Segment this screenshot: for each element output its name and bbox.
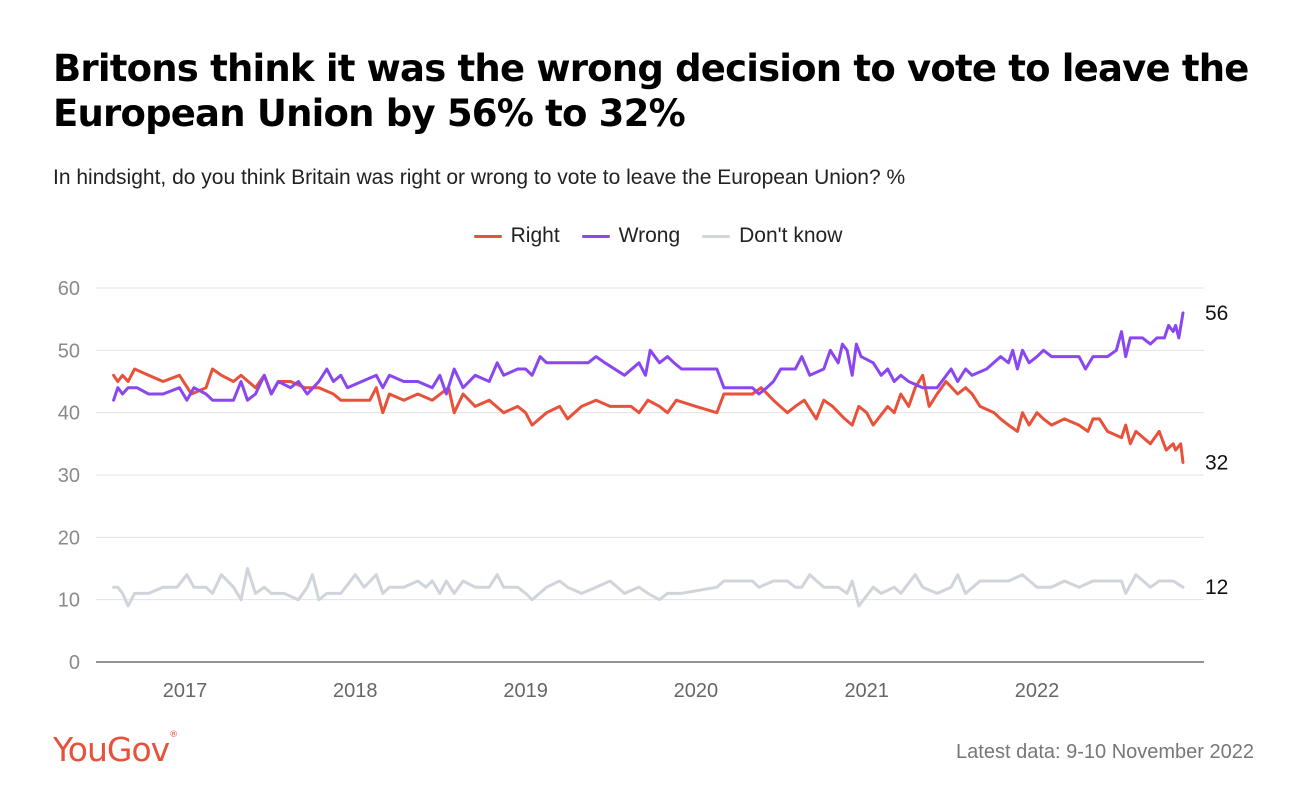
end-label-dont-know: 12 (1205, 576, 1228, 599)
x-tick-label: 2020 (674, 680, 719, 702)
legend-swatch-wrong (581, 234, 610, 238)
legend-swatch-dont-know (702, 234, 731, 238)
end-label-right: 32 (1205, 452, 1228, 475)
y-tick-label: 40 (58, 403, 80, 425)
x-tick-label: 2017 (163, 680, 208, 702)
legend-item-wrong: Wrong (581, 224, 681, 248)
latest-data-note: Latest data: 9-10 November 2022 (956, 741, 1254, 763)
y-tick-label: 30 (58, 465, 80, 487)
legend-label-right: Right (510, 224, 560, 247)
y-tick-label: 10 (58, 590, 80, 612)
x-tick-label: 2019 (503, 680, 548, 702)
chart-subtitle: In hindsight, do you think Britain was r… (53, 166, 906, 189)
chart-title: Britons think it was the wrong decision … (53, 47, 1249, 135)
x-tick-label: 2021 (844, 680, 889, 702)
y-tick-label: 0 (69, 652, 80, 674)
chart-legend: Right Wrong Don't know (0, 224, 1316, 248)
y-tick-label: 20 (58, 527, 80, 549)
y-tick-label: 50 (58, 340, 80, 362)
legend-swatch-right (473, 234, 502, 238)
y-tick-label: 60 (58, 278, 80, 300)
series-line-right (112, 367, 1185, 464)
logo-registered-mark: ® (169, 730, 179, 740)
logo-text: YouGov (53, 730, 170, 769)
series-line-wrong (112, 311, 1185, 402)
x-tick-label: 2022 (1015, 680, 1060, 702)
legend-label-wrong: Wrong (618, 224, 681, 247)
legend-label-dont-know: Don't know (739, 224, 843, 247)
yougov-logo: YouGov® (53, 730, 178, 769)
series-line-dont-know (112, 567, 1185, 608)
x-tick-label: 2018 (333, 680, 378, 702)
end-label-wrong: 56 (1205, 302, 1228, 325)
legend-item-dont-know: Don't know (702, 224, 842, 248)
legend-item-right: Right (473, 224, 560, 248)
